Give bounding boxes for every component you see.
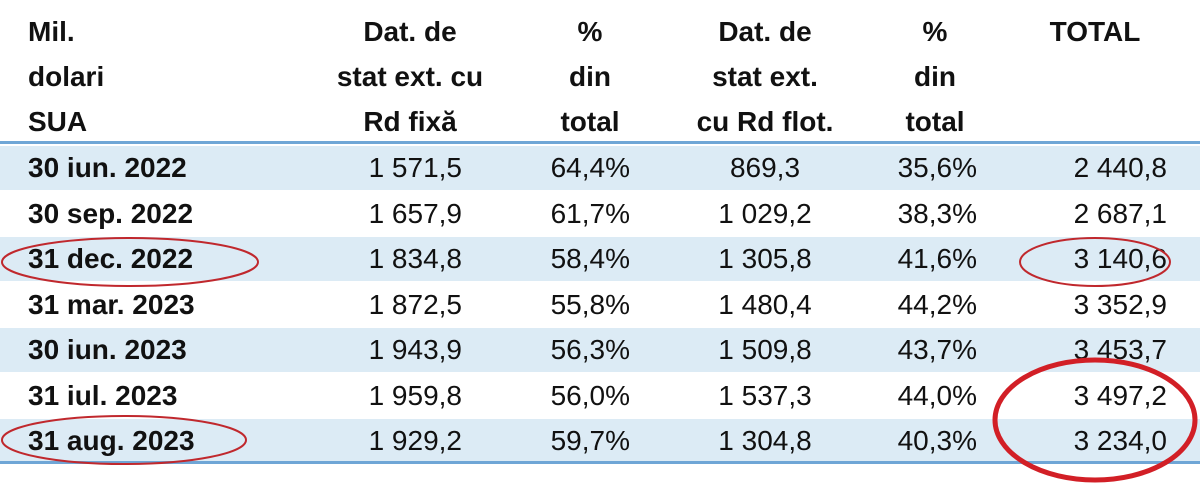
data-cell: 1 657,9 bbox=[368, 197, 462, 229]
data-cell: 44,2% bbox=[897, 288, 977, 320]
row-label: 30 sep. 2022 bbox=[28, 197, 194, 229]
data-cell: 2 687,1 bbox=[1073, 197, 1167, 229]
highlight-ellipse bbox=[1, 237, 259, 287]
data-cell: 61,7% bbox=[550, 197, 630, 229]
data-cell: 2 440,8 bbox=[1073, 152, 1167, 183]
row-band bbox=[0, 328, 1200, 372]
data-cell: 64,4% bbox=[550, 152, 630, 183]
row-label: 31 iul. 2023 bbox=[28, 379, 178, 411]
data-cell: 1 959,8 bbox=[368, 379, 462, 411]
row-label: 31 aug. 2023 bbox=[28, 425, 195, 456]
header-cell: Mil. bbox=[28, 16, 75, 47]
data-cell: 869,3 bbox=[729, 152, 801, 183]
header-cell: cu Rd flot. bbox=[696, 106, 834, 137]
data-cell: 1 509,8 bbox=[718, 334, 812, 365]
data-cell: 1 029,2 bbox=[718, 197, 812, 229]
data-cell: 3 140,6 bbox=[1073, 243, 1167, 274]
data-cell: 1 929,2 bbox=[368, 425, 462, 456]
bottom-rule bbox=[0, 461, 1200, 464]
data-cell: 1 943,9 bbox=[368, 334, 462, 365]
data-cell: 1 571,5 bbox=[368, 152, 462, 183]
header-cell: % bbox=[922, 16, 948, 47]
data-cell: 55,8% bbox=[550, 288, 630, 320]
data-cell: 56,3% bbox=[550, 334, 630, 365]
data-cell: 41,6% bbox=[897, 243, 977, 274]
data-cell: 1 480,4 bbox=[718, 288, 812, 320]
data-cell: 43,7% bbox=[897, 334, 977, 365]
row-label: 30 iun. 2022 bbox=[28, 152, 187, 183]
data-cell: 40,3% bbox=[897, 425, 977, 456]
header-cell: stat ext. cu bbox=[336, 61, 484, 92]
header-rule bbox=[0, 141, 1200, 144]
header-cell: Dat. de bbox=[718, 16, 812, 47]
row-band bbox=[0, 237, 1200, 281]
header-cell: total bbox=[560, 106, 620, 137]
header-cell: Rd fixă bbox=[363, 106, 457, 137]
header-cell: % bbox=[577, 16, 603, 47]
data-cell: 3 234,0 bbox=[1073, 425, 1167, 456]
row-label: 30 iun. 2023 bbox=[28, 334, 187, 365]
row-band bbox=[0, 146, 1200, 190]
header-cell: Dat. de bbox=[363, 16, 457, 47]
data-cell: 35,6% bbox=[897, 152, 977, 183]
row-label: 31 mar. 2023 bbox=[28, 288, 195, 320]
data-cell: 58,4% bbox=[550, 243, 630, 274]
data-cell: 59,7% bbox=[550, 425, 630, 456]
data-cell: 1 305,8 bbox=[718, 243, 812, 274]
highlight-ellipse bbox=[1, 415, 247, 465]
highlight-ellipse bbox=[992, 357, 1198, 483]
data-cell: 44,0% bbox=[897, 379, 977, 411]
header-cell: din bbox=[569, 61, 611, 92]
header-cell: TOTAL bbox=[1049, 16, 1141, 47]
header-cell: stat ext. bbox=[712, 61, 818, 92]
data-cell: 38,3% bbox=[897, 197, 977, 229]
header-cell: SUA bbox=[28, 106, 88, 137]
data-cell: 1 304,8 bbox=[718, 425, 812, 456]
data-cell: 56,0% bbox=[550, 379, 630, 411]
data-cell: 1 537,3 bbox=[718, 379, 812, 411]
header-cell: din bbox=[914, 61, 956, 92]
row-label: 31 dec. 2022 bbox=[28, 243, 194, 274]
data-cell: 3 497,2 bbox=[1073, 379, 1167, 411]
header-cell: total bbox=[905, 106, 965, 137]
data-cell: 3 352,9 bbox=[1073, 288, 1167, 320]
data-cell: 1 872,5 bbox=[368, 288, 462, 320]
highlight-ellipse bbox=[1019, 237, 1171, 287]
header-cell: dolari bbox=[28, 61, 105, 92]
data-cell: 1 834,8 bbox=[368, 243, 462, 274]
